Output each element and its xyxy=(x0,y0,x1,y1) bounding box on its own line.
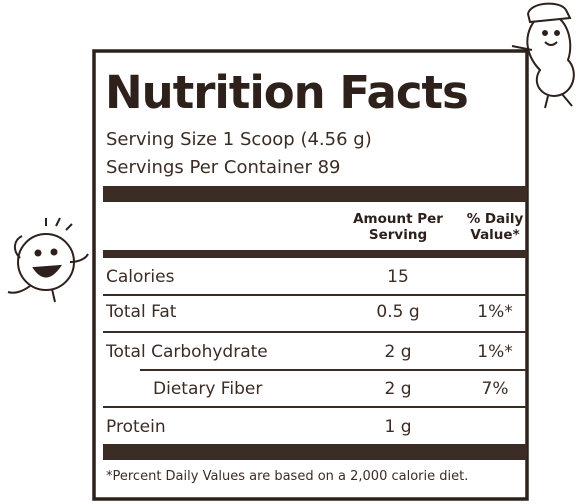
nutrient-name: Total Fat xyxy=(106,302,177,322)
nutrient-amount: 2 g xyxy=(384,342,412,362)
serving-size: Serving Size 1 Scoop (4.56 g) xyxy=(106,129,372,150)
nutrient-amount: 1 g xyxy=(384,417,412,437)
daily-value: 7% xyxy=(481,379,509,399)
rule xyxy=(140,369,527,371)
nutrient-amount: 0.5 g xyxy=(376,302,420,322)
thick-rule xyxy=(103,444,527,460)
ball-mascot xyxy=(7,217,89,303)
daily-value: 1%* xyxy=(477,302,513,322)
label-border xyxy=(92,49,529,501)
column-header: Amount Per Serving xyxy=(353,211,443,243)
column-header: % Daily Value* xyxy=(466,211,524,243)
nutrient-name: Protein xyxy=(106,417,166,437)
thick-rule xyxy=(103,186,527,202)
peanut-mascot xyxy=(511,2,575,109)
servings-per-container: Servings Per Container 89 xyxy=(106,157,341,178)
nutrient-name: Total Carbohydrate xyxy=(106,342,268,362)
rule xyxy=(103,294,527,296)
nutrient-name: Calories xyxy=(106,267,175,287)
daily-value: 1%* xyxy=(477,342,513,362)
footnote: *Percent Daily Values are based on a 2,0… xyxy=(106,469,469,484)
nutrient-name: Dietary Fiber xyxy=(153,379,263,399)
rule xyxy=(103,331,527,333)
thick-rule xyxy=(103,250,527,258)
nutrient-amount: 2 g xyxy=(384,379,412,399)
rule xyxy=(103,406,527,408)
title: Nutrition Facts xyxy=(105,66,469,119)
nutrient-amount: 15 xyxy=(387,267,409,287)
